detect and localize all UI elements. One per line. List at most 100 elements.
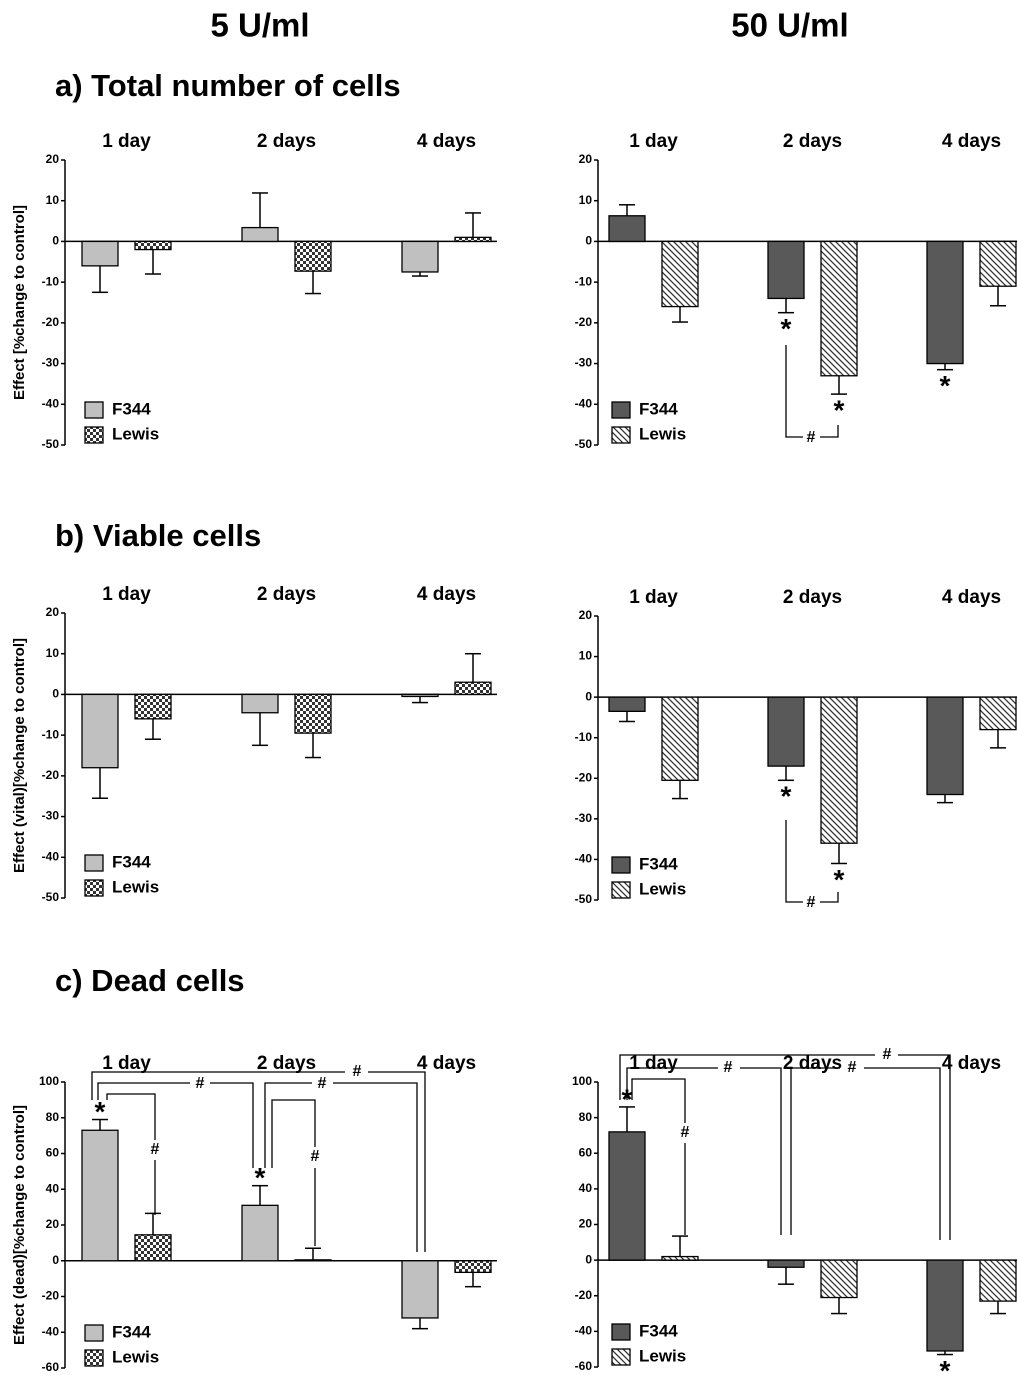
y-tick-label: 10 [46, 646, 60, 660]
column-title: 50 U/ml [731, 7, 848, 44]
bar [294, 1259, 332, 1262]
category-label: 2 days [257, 131, 316, 152]
y-tick-label: 10 [579, 649, 593, 663]
category-label: 4 days [417, 1053, 476, 1074]
legend-swatch [611, 881, 631, 899]
comparison-label: # [311, 1148, 320, 1165]
column-title: 5 U/ml [210, 7, 309, 44]
legend-label: Lewis [639, 424, 686, 443]
bar [979, 240, 1017, 287]
y-tick-label: 80 [579, 1110, 593, 1124]
bar [401, 240, 439, 273]
y-tick-label: -40 [575, 1324, 593, 1338]
section-title: b) Viable cells [55, 518, 261, 553]
legend-swatch [84, 401, 104, 419]
y-tick-label: -10 [575, 730, 593, 744]
comparison-bracket [271, 1099, 316, 1246]
comparison-label: # [883, 1046, 892, 1063]
legend-swatch [84, 1349, 104, 1367]
bar [820, 240, 858, 377]
significance: * [255, 1162, 266, 1193]
comparison-label: # [196, 1075, 205, 1092]
bar [134, 1234, 172, 1262]
bar [979, 1259, 1017, 1302]
y-tick-label: -50 [575, 892, 593, 906]
bar [820, 696, 858, 844]
legend-label: Lewis [112, 424, 159, 443]
comparison-label: # [353, 1063, 362, 1080]
category-label: 1 day [629, 131, 678, 152]
y-tick-label: -20 [575, 315, 593, 329]
category-label: 4 days [942, 587, 1001, 608]
legend-label: F344 [112, 1322, 151, 1341]
y-tick-label: -50 [42, 437, 60, 451]
bar [926, 696, 964, 796]
significance: * [834, 864, 845, 895]
legend-label: F344 [112, 852, 151, 871]
bar [454, 681, 492, 696]
bar [767, 240, 805, 300]
bar [454, 1260, 492, 1274]
y-tick-label: -50 [575, 437, 593, 451]
y-tick-label: -20 [575, 770, 593, 784]
bar [134, 693, 172, 720]
y-tick-label: -30 [575, 356, 593, 370]
y-tick-label: 0 [52, 687, 59, 701]
bar [241, 226, 279, 243]
y-tick-label: -60 [42, 1360, 60, 1374]
comparison-bracket [790, 1067, 941, 1240]
bar [608, 1131, 646, 1261]
y-tick-label: 0 [52, 234, 59, 248]
y-tick-label: 100 [572, 1074, 592, 1088]
bar [81, 693, 119, 769]
comparison-label: # [151, 1141, 160, 1158]
bar [241, 693, 279, 714]
y-tick-label: 20 [579, 1217, 593, 1231]
y-tick-label: -40 [575, 396, 593, 410]
y-tick-label: -40 [42, 1324, 60, 1338]
comparison-bracket [631, 1078, 686, 1235]
category-label: 2 days [783, 131, 842, 152]
comparison-bracket [785, 345, 839, 438]
legend-label: F344 [639, 854, 678, 873]
bar [608, 215, 646, 243]
legend-label: Lewis [112, 1347, 159, 1366]
bar [454, 236, 492, 243]
category-label: 1 day [629, 587, 678, 608]
category-label: 2 days [257, 1053, 316, 1074]
y-tick-label: 60 [46, 1146, 60, 1160]
legend-swatch [611, 856, 631, 874]
significance: * [834, 394, 845, 425]
y-axis-label: Effect [%change to control] [11, 205, 28, 400]
y-tick-label: -20 [42, 768, 60, 782]
legend-swatch [84, 879, 104, 897]
bar [241, 1204, 279, 1262]
legend-swatch [611, 401, 631, 419]
section-title: a) Total number of cells [55, 68, 401, 103]
y-tick-label: 80 [46, 1110, 60, 1124]
legend-label: F344 [112, 399, 151, 418]
y-tick-label: 40 [579, 1181, 593, 1195]
legend-label: Lewis [112, 877, 159, 896]
y-tick-label: -10 [575, 274, 593, 288]
significance: * [940, 370, 951, 401]
category-label: 2 days [783, 587, 842, 608]
comparison-bracket [626, 1067, 782, 1235]
category-label: 2 days [783, 1053, 842, 1074]
y-tick-label: -40 [575, 852, 593, 866]
category-label: 4 days [942, 131, 1001, 152]
category-label: 4 days [942, 1053, 1001, 1074]
y-tick-label: 20 [46, 605, 60, 619]
bar [926, 240, 964, 365]
y-tick-label: -60 [575, 1359, 593, 1373]
y-tick-label: -50 [42, 890, 60, 904]
comparison-bracket [264, 1082, 418, 1252]
comparison-bracket [97, 1082, 254, 1168]
y-tick-label: 0 [52, 1253, 59, 1267]
legend-label: F344 [639, 399, 678, 418]
legend-label: Lewis [639, 1346, 686, 1365]
bar [81, 240, 119, 267]
y-tick-label: -40 [42, 849, 60, 863]
category-label: 2 days [257, 584, 316, 605]
